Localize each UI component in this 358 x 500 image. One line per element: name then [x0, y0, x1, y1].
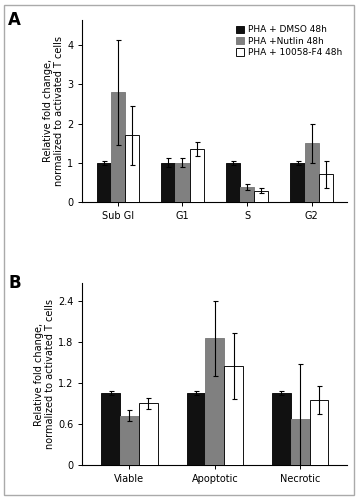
- Bar: [175, 162, 190, 202]
- Bar: [111, 92, 125, 202]
- Bar: [272, 393, 291, 465]
- Bar: [310, 400, 328, 465]
- Bar: [290, 162, 305, 202]
- Bar: [97, 162, 111, 202]
- Bar: [240, 187, 254, 202]
- Y-axis label: Relative fold change,
normalized to activated T cells: Relative fold change, normalized to acti…: [43, 36, 64, 186]
- Y-axis label: Relative fold change,
normalized to activated T cells: Relative fold change, normalized to acti…: [34, 299, 55, 449]
- Bar: [291, 419, 310, 465]
- Bar: [120, 416, 139, 465]
- Bar: [101, 393, 120, 465]
- Legend: PHA + DMSO 48h, PHA +Nutlin 48h, PHA + 10058-F4 48h: PHA + DMSO 48h, PHA +Nutlin 48h, PHA + 1…: [235, 24, 343, 58]
- Bar: [205, 338, 224, 465]
- Bar: [224, 366, 243, 465]
- Bar: [161, 162, 175, 202]
- Bar: [319, 174, 333, 202]
- Bar: [254, 190, 268, 202]
- Bar: [190, 149, 204, 202]
- Bar: [125, 135, 139, 202]
- Bar: [139, 404, 158, 465]
- Bar: [226, 162, 240, 202]
- Bar: [187, 393, 205, 465]
- Bar: [305, 143, 319, 202]
- Text: B: B: [8, 274, 21, 292]
- Text: A: A: [8, 11, 21, 29]
